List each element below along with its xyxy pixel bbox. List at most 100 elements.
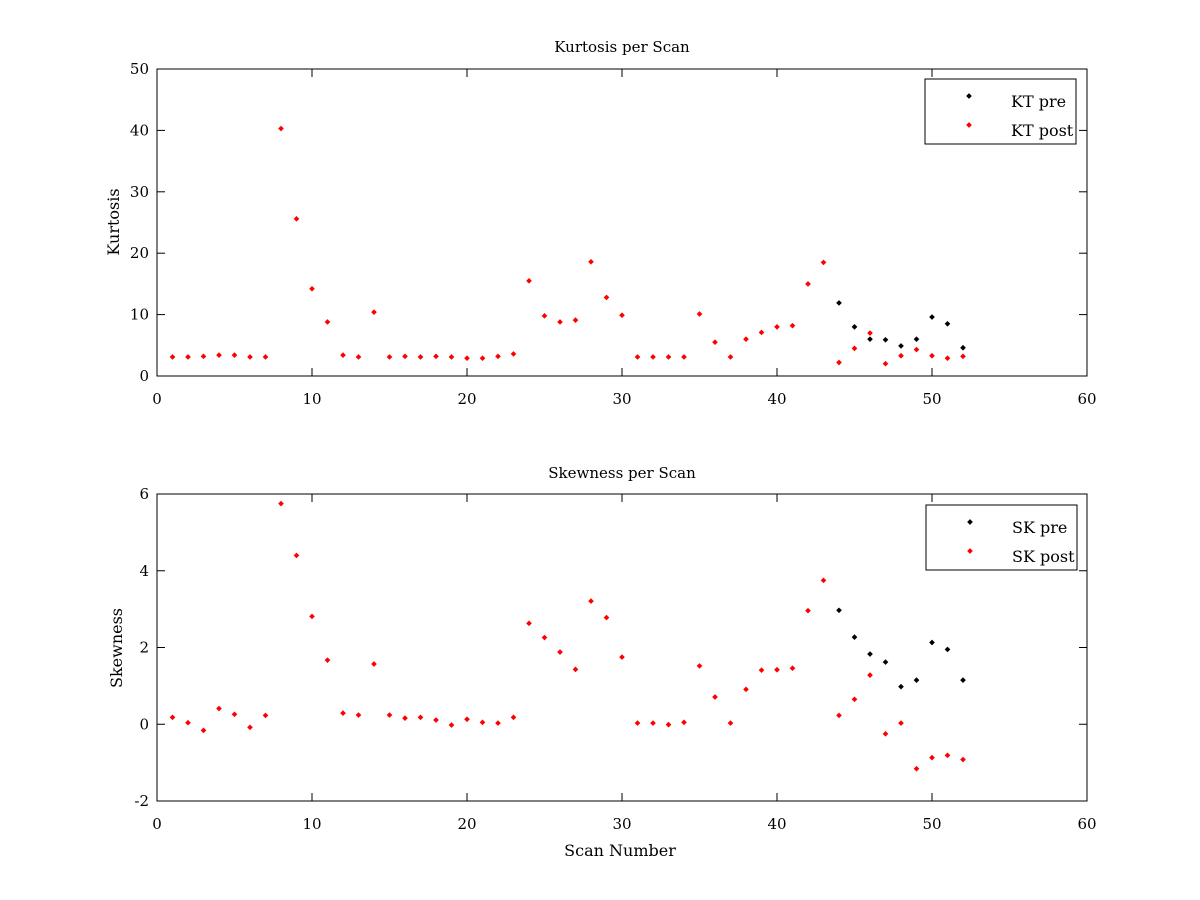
kurtosis-legend-label-post: KT post	[1011, 121, 1074, 140]
kurtosis-y-axis: 0 10 20 30 40 50	[130, 60, 1087, 385]
kurtosis-point-post	[185, 354, 191, 360]
skewness-point-post	[371, 661, 377, 667]
kurtosis-point-post	[898, 352, 904, 359]
kurtosis-point-post	[712, 339, 718, 346]
skewness-point-post	[712, 694, 718, 700]
kurtosis-y-tick-label: 10	[130, 306, 149, 324]
skewness-point-post	[402, 715, 408, 721]
kurtosis-point-post	[247, 354, 253, 360]
skewness-point-pre	[867, 651, 873, 657]
kurtosis-point-post	[402, 353, 408, 360]
kurtosis-y-tick-label: 20	[130, 244, 149, 262]
kurtosis-y-axis-label: Kurtosis	[104, 188, 123, 255]
kurtosis-point-pre	[851, 324, 858, 330]
skewness-point-pre	[960, 677, 966, 683]
skewness-point-pre	[929, 639, 935, 646]
kurtosis-legend: KT pre KT post	[924, 78, 1077, 145]
skewness-point-post	[309, 613, 315, 620]
skewness-chart: Skewness per Scan Skewness Scan Number 0…	[107, 464, 1097, 860]
kurtosis-point-post	[417, 354, 424, 360]
kurtosis-point-post	[557, 319, 563, 325]
skewness-point-post	[743, 686, 749, 693]
kurtosis-legend-marker-pre	[966, 93, 972, 99]
skewness-point-post	[789, 665, 796, 672]
kurtosis-point-post	[944, 355, 951, 362]
skewness-y-tick-label: 6	[139, 485, 149, 503]
kurtosis-point-post	[200, 353, 207, 360]
kurtosis-point-post	[820, 259, 827, 266]
skewness-point-post	[929, 754, 935, 761]
skewness-point-post	[231, 711, 238, 718]
skewness-point-post	[820, 577, 827, 584]
kurtosis-y-tick-label: 30	[130, 183, 149, 201]
kurtosis-x-tick-label: 10	[302, 390, 321, 408]
skewness-point-post	[169, 714, 176, 721]
skewness-legend: SK pre SK post	[925, 504, 1078, 571]
kurtosis-point-post	[340, 352, 346, 358]
skewness-point-post	[836, 712, 842, 719]
skewness-point-post	[665, 721, 672, 728]
kurtosis-point-pre	[913, 336, 920, 342]
skewness-point-post	[526, 620, 532, 627]
kurtosis-point-post	[495, 353, 501, 360]
kurtosis-data-points	[169, 125, 966, 367]
kurtosis-point-post	[464, 355, 470, 362]
kurtosis-x-tick-label: 20	[457, 390, 476, 408]
skewness-point-post	[216, 705, 222, 712]
skewness-point-post	[867, 672, 873, 678]
kurtosis-point-post	[836, 359, 842, 366]
skewness-x-tick-label: 40	[767, 815, 786, 833]
kurtosis-legend-marker-post	[966, 122, 972, 128]
skewness-point-post	[340, 710, 346, 716]
kurtosis-point-post	[355, 354, 362, 360]
kurtosis-point-pre	[929, 314, 935, 320]
skewness-point-pre	[898, 683, 904, 690]
kurtosis-x-tick-label: 50	[922, 390, 941, 408]
skewness-point-post	[774, 666, 780, 673]
kurtosis-point-post	[572, 317, 579, 323]
skewness-point-post	[851, 696, 858, 703]
kurtosis-point-post	[851, 345, 858, 352]
skewness-point-post	[541, 634, 548, 641]
kurtosis-point-post	[324, 319, 331, 325]
kurtosis-point-post	[681, 354, 687, 360]
kurtosis-point-post	[433, 353, 439, 360]
skewness-point-post	[898, 720, 904, 726]
skewness-legend-marker-post	[967, 548, 973, 554]
skewness-point-post	[619, 654, 625, 660]
skewness-point-post	[758, 667, 765, 673]
skewness-x-axis: 0 10 20 30 40 50 60	[152, 494, 1097, 833]
kurtosis-point-post	[727, 354, 734, 360]
kurtosis-point-post	[960, 353, 966, 360]
kurtosis-point-post	[634, 354, 641, 360]
skewness-point-post	[650, 720, 656, 726]
kurtosis-point-post	[216, 352, 222, 358]
kurtosis-legend-label-pre: KT pre	[1011, 92, 1066, 111]
kurtosis-point-post	[743, 336, 749, 342]
skewness-x-axis-label: Scan Number	[564, 841, 676, 860]
kurtosis-point-post	[278, 125, 284, 132]
skewness-point-post	[433, 717, 439, 723]
kurtosis-point-post	[603, 294, 610, 301]
skewness-point-post	[960, 756, 966, 763]
kurtosis-point-post	[789, 322, 796, 329]
kurtosis-point-post	[262, 354, 269, 360]
kurtosis-point-post	[758, 329, 765, 336]
skewness-point-pre	[851, 634, 858, 640]
kurtosis-point-post	[665, 354, 672, 360]
kurtosis-point-post	[293, 215, 300, 222]
kurtosis-point-post	[650, 354, 656, 360]
kurtosis-x-tick-label: 30	[612, 390, 631, 408]
skewness-x-tick-label: 60	[1077, 815, 1096, 833]
kurtosis-y-tick-label: 50	[130, 60, 149, 78]
kurtosis-point-post	[479, 355, 486, 362]
kurtosis-legend-box	[924, 78, 1077, 145]
kurtosis-x-tick-label: 60	[1077, 390, 1096, 408]
skewness-point-post	[588, 598, 594, 604]
kurtosis-x-tick-label: 0	[152, 390, 162, 408]
skewness-point-post	[293, 552, 300, 559]
kurtosis-point-pre	[960, 344, 966, 351]
kurtosis-point-post	[696, 311, 703, 317]
kurtosis-point-post	[526, 278, 532, 284]
